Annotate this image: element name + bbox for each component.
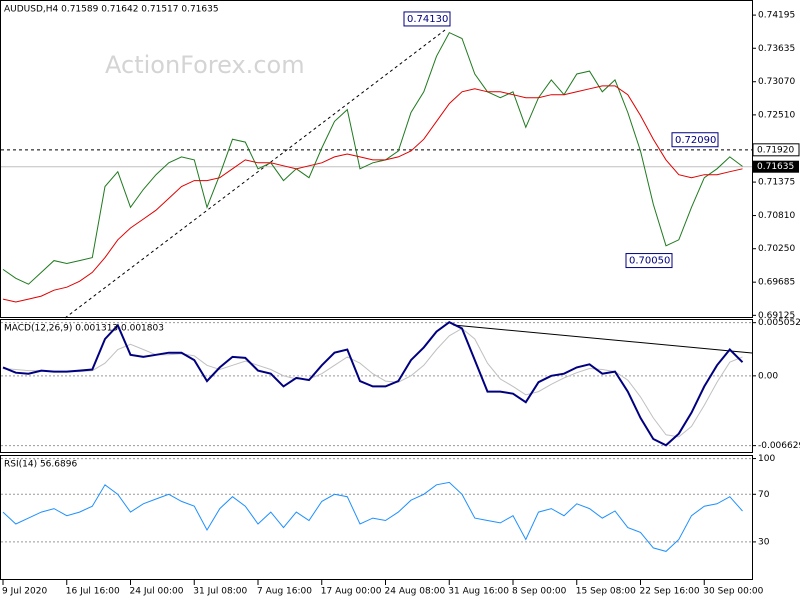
panel-title: MACD(12,26,9) 0.001313 0.001803	[4, 324, 164, 334]
annotation-box	[403, 11, 451, 27]
x-tick-label: 22 Sep 16:00	[640, 587, 700, 597]
annotation-box	[671, 132, 719, 148]
series-line	[2, 85, 743, 303]
annotation-label: 0.72090	[675, 135, 716, 146]
x-tick-label: 17 Aug 00:00	[321, 587, 382, 597]
level-box	[752, 143, 800, 157]
panel-border	[0, 455, 753, 580]
y-tick-label: 0.73070	[758, 77, 795, 87]
watermark: ActionForex.com	[105, 51, 305, 79]
y-tick-label: 0.71375	[758, 178, 795, 188]
y-tick-label: 0.70250	[758, 244, 795, 254]
level-label: 0.71920	[757, 145, 794, 155]
series-line	[2, 481, 743, 552]
y-tick-label: 0.73635	[758, 44, 795, 54]
y-tick-label: 0.005052	[758, 318, 800, 328]
series-line	[2, 321, 744, 447]
x-tick-label: 9 Jul 2020	[2, 587, 47, 597]
y-tick-label: 0.74195	[758, 11, 795, 21]
x-tick-label: 8 Sep 00:00	[512, 587, 567, 597]
y-tick-label: 0.69685	[758, 278, 795, 288]
x-tick-label: 31 Jul 08:00	[193, 587, 247, 597]
panel-border	[0, 319, 753, 453]
trend-line	[64, 29, 446, 319]
panel-title: RSI(14) 56.6896	[4, 460, 77, 470]
x-tick-label: 7 Aug 16:00	[257, 587, 312, 597]
last-price-box	[753, 160, 799, 173]
annotation-box	[625, 253, 673, 269]
panel-border	[0, 0, 753, 318]
x-tick-label: 30 Sep 00:00	[703, 587, 763, 597]
annotation-label: 0.74130	[407, 14, 448, 25]
x-tick-label: 24 Aug 08:00	[385, 587, 446, 597]
last-price-label: 0.71635	[757, 162, 794, 172]
macd-trend-line	[452, 324, 753, 354]
y-tick-label: -0.006629	[758, 441, 800, 451]
panel-title: AUDUSD,H4 0.71589 0.71642 0.71517 0.7163…	[4, 5, 219, 15]
x-tick-label: 24 Jul 00:00	[130, 587, 184, 597]
y-tick-label: 0.72510	[758, 110, 795, 120]
y-tick-label: 0.70810	[758, 211, 795, 221]
x-tick-label: 15 Sep 08:00	[576, 587, 636, 597]
y-tick-label: 0.69125	[758, 311, 795, 321]
y-tick-label: 100	[758, 454, 775, 464]
annotation-label: 0.70050	[629, 256, 670, 267]
y-tick-label: 30	[758, 537, 770, 547]
x-tick-label: 31 Aug 16:00	[448, 587, 509, 597]
y-tick-label: 70	[758, 490, 770, 500]
y-tick-label: 0.00	[758, 371, 778, 381]
x-tick-label: 16 Jul 16:00	[66, 587, 120, 597]
series-line	[2, 31, 743, 285]
